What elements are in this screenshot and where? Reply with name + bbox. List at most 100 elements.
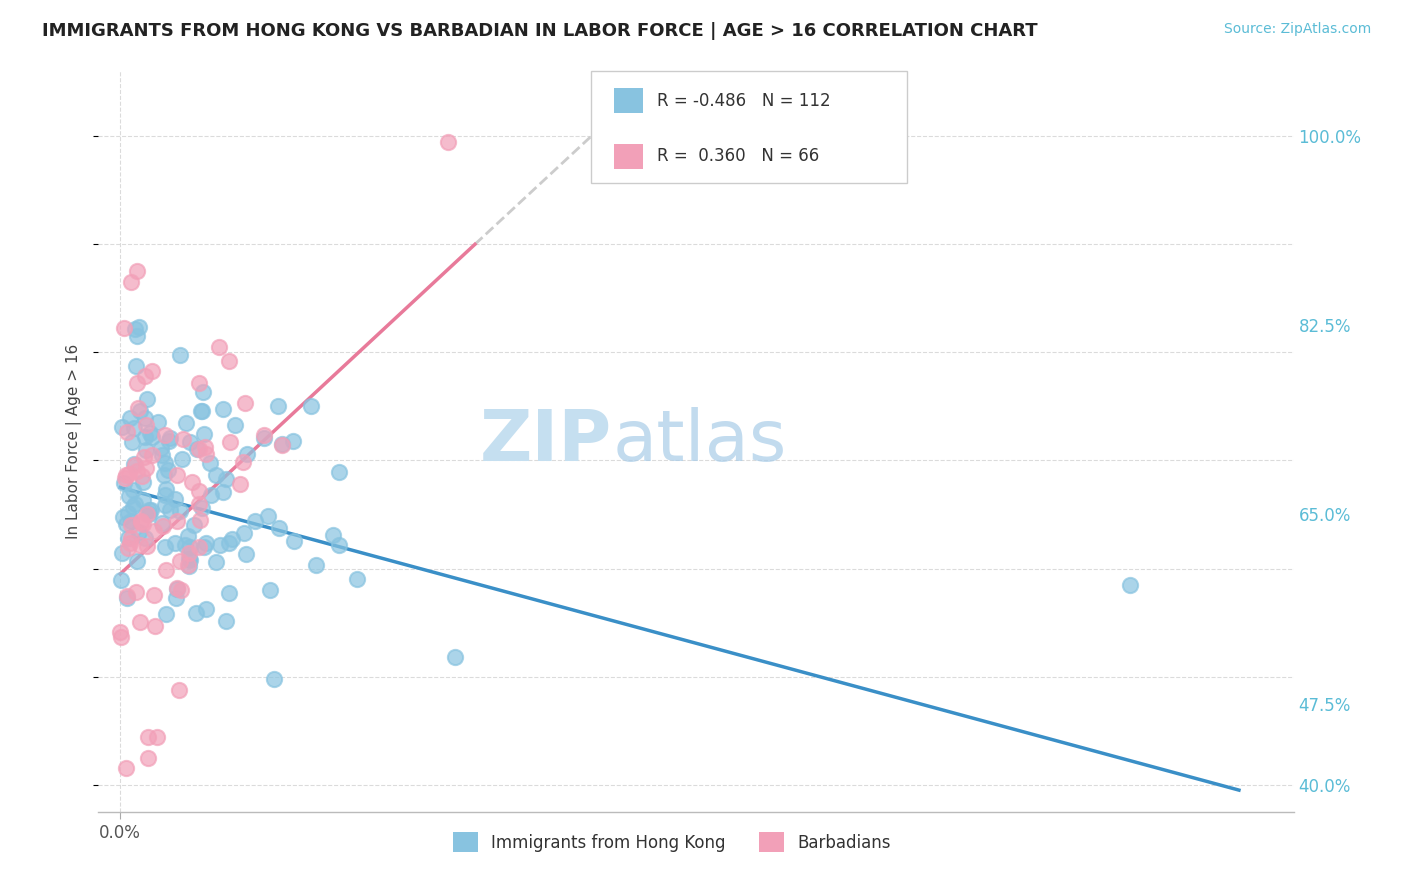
Point <box>267 400 290 414</box>
Point <box>157 434 180 448</box>
Point <box>165 591 187 606</box>
Point <box>193 427 215 442</box>
Point <box>186 606 208 620</box>
Point <box>153 498 176 512</box>
Point <box>122 457 145 471</box>
Point <box>148 415 170 429</box>
Point <box>111 420 134 434</box>
Point <box>117 589 139 603</box>
Point <box>112 320 135 334</box>
Point <box>270 436 292 450</box>
Point <box>253 431 276 445</box>
Point <box>177 558 200 573</box>
Point <box>136 508 159 522</box>
Point <box>110 573 132 587</box>
Point <box>200 456 222 470</box>
Point <box>232 526 254 541</box>
Point <box>150 516 173 530</box>
Point <box>136 539 159 553</box>
Point <box>129 514 152 528</box>
Point <box>191 385 214 400</box>
Point <box>328 466 350 480</box>
Point <box>170 451 193 466</box>
Point <box>166 468 188 483</box>
Point <box>135 418 157 433</box>
Point <box>166 582 188 596</box>
Point <box>187 497 209 511</box>
Point <box>187 484 209 499</box>
Point <box>243 514 266 528</box>
Point <box>120 411 142 425</box>
Point <box>169 504 191 518</box>
Point <box>114 762 136 776</box>
Point <box>132 450 155 464</box>
Point <box>142 524 165 538</box>
Point <box>152 518 174 533</box>
Point <box>188 513 211 527</box>
Point <box>128 524 150 539</box>
Point <box>138 503 160 517</box>
Point <box>136 750 159 764</box>
Point <box>118 489 141 503</box>
Point <box>263 672 285 686</box>
Point <box>232 455 254 469</box>
Point <box>117 541 139 556</box>
Point <box>236 446 259 460</box>
Point <box>125 359 148 373</box>
Point <box>134 430 156 444</box>
Point <box>128 404 150 418</box>
Point <box>179 551 201 566</box>
Point <box>205 468 228 483</box>
Point <box>177 547 200 561</box>
Point <box>114 471 136 485</box>
Point <box>186 442 208 457</box>
Point <box>194 602 217 616</box>
Point <box>136 392 159 406</box>
Point <box>200 488 222 502</box>
Point <box>139 425 162 440</box>
Point <box>190 403 212 417</box>
Point <box>125 329 148 343</box>
Point <box>194 440 217 454</box>
Point <box>125 554 148 568</box>
Point <box>215 614 238 628</box>
Point <box>141 448 163 462</box>
Point <box>121 435 143 450</box>
Point <box>166 514 188 528</box>
Point <box>179 541 201 555</box>
Point <box>112 509 135 524</box>
Point <box>131 469 153 483</box>
Point <box>142 588 165 602</box>
Point <box>115 591 138 605</box>
Point <box>134 531 156 545</box>
Point <box>167 683 190 698</box>
Point <box>135 442 157 457</box>
Point <box>179 553 201 567</box>
Point <box>271 438 294 452</box>
Point <box>195 447 218 461</box>
Point <box>120 514 142 528</box>
Text: ZIP: ZIP <box>479 407 613 476</box>
Point <box>117 425 139 439</box>
Legend: Immigrants from Hong Kong, Barbadians: Immigrants from Hong Kong, Barbadians <box>446 825 898 859</box>
Point <box>115 517 138 532</box>
Point <box>444 650 467 665</box>
Point <box>128 615 150 629</box>
Point <box>188 540 211 554</box>
Point <box>218 535 240 549</box>
Point <box>166 581 188 595</box>
Point <box>218 354 240 368</box>
Point <box>149 441 172 455</box>
Point <box>194 536 217 550</box>
Text: IMMIGRANTS FROM HONG KONG VS BARBADIAN IN LABOR FORCE | AGE > 16 CORRELATION CHA: IMMIGRANTS FROM HONG KONG VS BARBADIAN I… <box>42 22 1038 40</box>
Point <box>155 564 177 578</box>
Point <box>328 538 350 552</box>
Point <box>218 586 240 600</box>
Point <box>205 555 228 569</box>
Point <box>193 541 215 555</box>
Point <box>141 364 163 378</box>
Point <box>183 518 205 533</box>
Point <box>125 264 148 278</box>
Point <box>176 529 198 543</box>
Point <box>267 521 290 535</box>
